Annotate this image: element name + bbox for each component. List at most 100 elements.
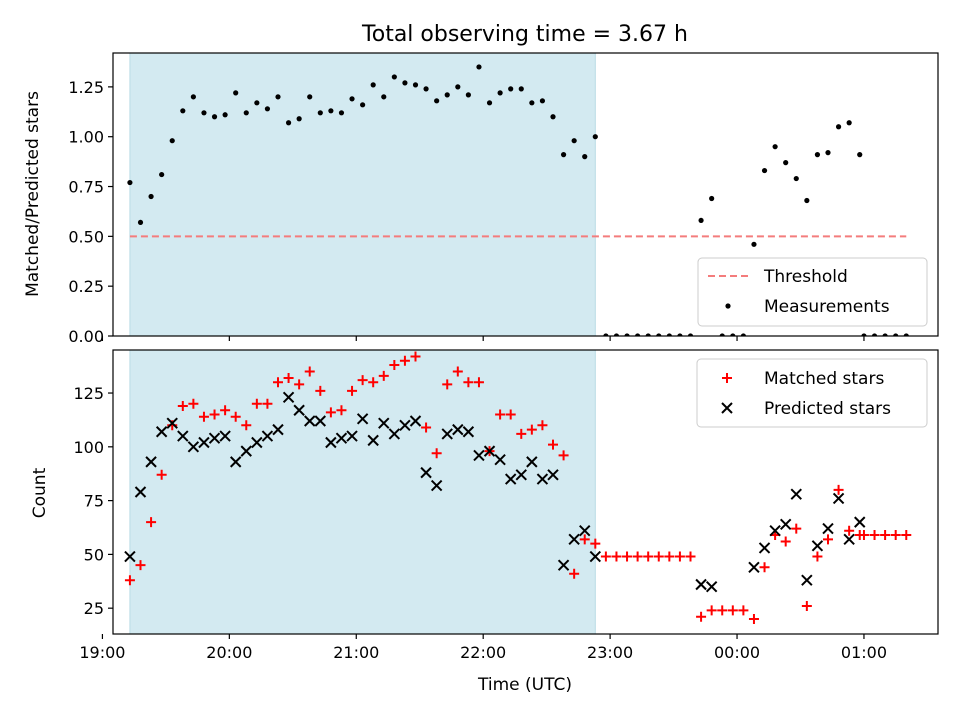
predicted-star-point (367, 434, 379, 447)
matched-star-point (124, 575, 135, 586)
measurement-point (159, 171, 165, 178)
matched-star-point (283, 372, 294, 383)
measurement-point (624, 333, 630, 336)
measurement-point (518, 86, 524, 92)
predicted-star-point (293, 404, 305, 416)
measurement-point (180, 108, 186, 114)
top-y-tick-label: 0.75 (68, 178, 104, 197)
matched-star-point (738, 605, 749, 616)
matched-star-point (812, 551, 823, 562)
predicted-star-point (229, 456, 242, 468)
predicted-star-point (547, 469, 559, 481)
measurement-point (730, 333, 736, 336)
matched-star-point (421, 422, 432, 433)
top-plot-area (127, 53, 909, 336)
measurement-point (571, 138, 577, 144)
bottom-y-tick-label: 125 (73, 384, 104, 403)
matched-star-point (146, 517, 157, 528)
matched-star-point (558, 450, 569, 461)
measurement-point (349, 96, 355, 102)
predicted-star-point (758, 542, 771, 554)
measurement-point (317, 110, 323, 116)
measurement-point (264, 106, 271, 112)
matched-star-point (294, 379, 305, 390)
measurement-point (882, 333, 888, 336)
measurement-point (137, 219, 144, 226)
predicted-star-point (441, 428, 453, 440)
predicted-star-point (494, 454, 506, 466)
matched-star-point (505, 409, 516, 420)
predicted-star-point (420, 466, 432, 479)
measurement-point (486, 100, 493, 106)
legend-matched-label: Matched stars (764, 369, 884, 389)
measurement-point (148, 193, 154, 200)
matched-star-point (569, 568, 580, 579)
measurement-point (560, 152, 567, 158)
predicted-star-point (208, 432, 221, 444)
predicted-star-point (166, 417, 178, 429)
predicted-star-point (304, 415, 316, 427)
predicted-star-point (843, 533, 855, 546)
matched-star-point (600, 551, 611, 562)
predicted-star-point (335, 432, 348, 444)
measurement-point (381, 94, 387, 100)
measurement-point (677, 333, 683, 336)
predicted-star-point (261, 430, 274, 442)
top-y-tick-label: 1.00 (68, 128, 104, 147)
measurement-point (275, 94, 281, 100)
matched-star-point (399, 355, 410, 366)
x-tick-label: 01:00 (841, 643, 887, 662)
predicted-star-point (356, 413, 369, 425)
legend-box (697, 257, 928, 327)
predicted-star-point (473, 449, 485, 462)
measurement-point (465, 92, 471, 98)
matched-star-point (135, 560, 146, 571)
measurement-point (412, 82, 419, 88)
x-tick-label: 21:00 (333, 643, 379, 662)
predicted-star-point (504, 473, 517, 485)
bottom-y-tick-label: 100 (73, 438, 104, 457)
measurement-point (793, 175, 799, 182)
top-y-tick-label: 0.50 (68, 227, 104, 246)
predicted-star-point (790, 488, 802, 500)
matched-star-point (262, 398, 273, 409)
measurement-point (871, 333, 878, 336)
top-y-tick-label: 0.25 (68, 277, 104, 296)
matched-star-point (336, 405, 347, 416)
bottom-y-tick-label: 50 (84, 545, 104, 564)
matched-star-point (315, 385, 326, 396)
measurement-point (476, 64, 482, 70)
predicted-star-point (272, 423, 284, 436)
measurement-point (903, 333, 909, 336)
matched-star-point (389, 360, 400, 371)
matched-star-point (696, 611, 707, 622)
matched-star-point (685, 551, 696, 562)
matched-star-point (442, 379, 453, 390)
measurement-point (814, 152, 821, 158)
legend-predicted-swatch (721, 402, 733, 414)
predicted-star-point (155, 426, 168, 438)
matched-star-point (431, 448, 442, 459)
legend-threshold-label: Threshold (763, 267, 848, 287)
x-tick-label: 19:00 (79, 643, 125, 662)
top-legend: Threshold Measurements (697, 257, 928, 327)
measurement-point (370, 82, 376, 88)
matched-star-point (156, 469, 167, 480)
bottom-legend: Matched stars Predicted stars (696, 358, 928, 428)
matched-star-point (844, 525, 855, 536)
bottom-y-axis-label: Count (30, 467, 50, 518)
legend-matched-swatch (722, 373, 732, 383)
matched-star-point (495, 409, 506, 420)
matched-star-point (727, 605, 738, 616)
matched-star-point (198, 411, 209, 422)
predicted-star-point (515, 469, 527, 481)
matched-star-point (869, 530, 880, 541)
matched-star-point (579, 534, 590, 545)
predicted-star-point (124, 550, 136, 563)
matched-star-point (890, 530, 901, 541)
predicted-star-point (526, 456, 538, 468)
matched-star-point (463, 377, 474, 388)
matched-star-point (473, 377, 484, 388)
predicted-star-point (251, 436, 263, 449)
